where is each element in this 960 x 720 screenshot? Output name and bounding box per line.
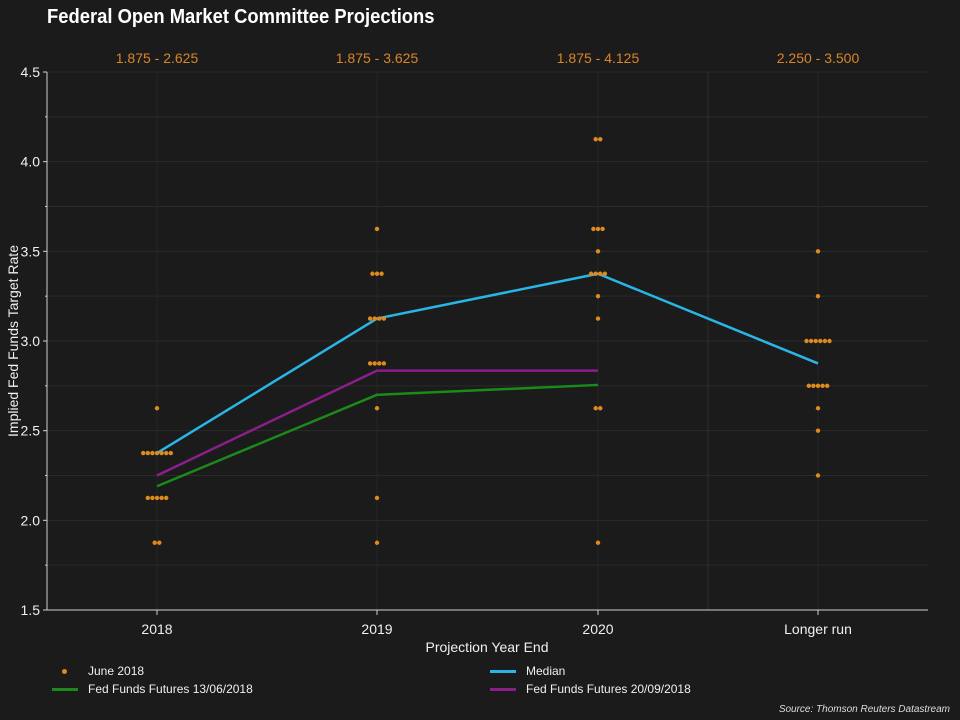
x-axis-label: Projection Year End xyxy=(426,639,549,655)
legend-label-ff1: Fed Funds Futures 13/06/2018 xyxy=(88,682,253,696)
source-note: Source: Thomson Reuters Datastream xyxy=(778,704,950,715)
legend-line-swatch xyxy=(490,688,516,692)
legend-line-swatch xyxy=(490,670,516,674)
y-tick-label: 1.5 xyxy=(21,602,41,618)
y-tick-label: 3.0 xyxy=(21,333,41,349)
dot-point xyxy=(815,473,821,478)
dot-point xyxy=(168,450,173,456)
dot-point xyxy=(602,271,608,276)
series-line-fed-funds-futures-13-06-2018 xyxy=(156,383,599,488)
legend-median: Median xyxy=(490,664,565,678)
dot-point xyxy=(820,383,825,389)
dot-point xyxy=(164,495,169,501)
dot-point xyxy=(150,450,155,456)
dot-point xyxy=(145,495,150,501)
dot-point xyxy=(813,338,818,344)
dot-point xyxy=(815,428,821,433)
range-label: 1.875 - 3.625 xyxy=(336,50,419,66)
dot-point xyxy=(374,495,380,501)
dot-point xyxy=(593,271,598,276)
dot-point xyxy=(150,495,155,501)
range-label: 1.875 - 2.625 xyxy=(116,50,199,66)
x-tick-label: 2018 xyxy=(141,621,172,637)
y-tick-label: 3.5 xyxy=(21,243,41,259)
dot-point xyxy=(815,406,821,411)
legend-dot-swatch xyxy=(62,669,67,675)
dot-point xyxy=(372,316,377,321)
dot-point xyxy=(804,338,809,344)
series-line-median xyxy=(156,272,819,455)
y-tick-label: 4.5 xyxy=(21,64,41,80)
legend-label-june: June 2018 xyxy=(88,664,145,678)
dot-point xyxy=(598,271,603,276)
dot-point xyxy=(808,338,814,344)
dot-point xyxy=(164,450,169,456)
dot-point xyxy=(818,338,823,344)
dot-point xyxy=(370,271,375,276)
legend-fed-funds-futures-2009: Fed Funds Futures 20/09/2018 xyxy=(490,682,691,696)
dot-point xyxy=(811,383,816,389)
dot-point xyxy=(381,316,387,321)
legend-label-median: Median xyxy=(526,664,566,678)
dot-point xyxy=(598,137,603,142)
dot-point xyxy=(595,316,601,321)
dot-point xyxy=(588,271,594,276)
legend-fed-funds-futures-1306: Fed Funds Futures 13/06/2018 xyxy=(52,682,253,696)
dot-point xyxy=(825,383,830,389)
y-tick-label: 4.0 xyxy=(21,154,41,170)
dot-point xyxy=(815,293,821,299)
x-tick-label: 2019 xyxy=(361,621,392,637)
y-tick-label: 2.5 xyxy=(21,423,41,439)
dot-point xyxy=(593,137,598,142)
dot-point xyxy=(152,540,157,545)
dot-point xyxy=(159,450,164,456)
dot-point xyxy=(381,361,387,366)
dot-point xyxy=(154,450,160,456)
dot-point xyxy=(367,316,373,321)
dot-point xyxy=(827,338,832,344)
series-line-fed-funds-futures-20-09-2018 xyxy=(156,369,598,477)
dot-point xyxy=(372,361,377,366)
dot-point xyxy=(595,293,601,299)
dot-point xyxy=(377,361,382,366)
dot-point xyxy=(593,406,598,411)
legend-line-swatch xyxy=(52,688,78,692)
dot-point xyxy=(374,226,380,232)
dot-point xyxy=(379,271,384,276)
dot-point xyxy=(154,406,160,411)
range-label: 1.875 - 4.125 xyxy=(557,50,640,66)
dot-point xyxy=(374,406,380,411)
dot-point xyxy=(159,495,164,501)
dot-point xyxy=(595,540,601,545)
dot-point xyxy=(598,406,603,411)
x-tick-label: 2020 xyxy=(582,621,613,637)
dot-point xyxy=(815,383,821,389)
y-tick-label: 2.0 xyxy=(21,512,41,528)
dot-point xyxy=(822,338,828,344)
dot-point xyxy=(377,316,382,321)
dot-point xyxy=(600,226,605,232)
dot-point xyxy=(595,249,601,254)
dot-point xyxy=(374,540,380,545)
dot-point xyxy=(374,271,380,276)
dot-point xyxy=(591,226,596,232)
dot-point xyxy=(141,450,146,456)
dot-point xyxy=(806,383,811,389)
dot-point xyxy=(367,361,373,366)
dot-point xyxy=(815,249,821,254)
x-tick-label: Longer run xyxy=(784,621,852,637)
chart-title: Federal Open Market Committee Projection… xyxy=(47,6,435,28)
y-axis-label: Implied Fed Funds Target Rate xyxy=(5,245,21,437)
range-label: 2.250 - 3.500 xyxy=(777,50,860,66)
legend-june-2018: June 2018 xyxy=(52,664,144,678)
dot-point xyxy=(157,540,162,545)
dot-point xyxy=(595,226,601,232)
dot-point xyxy=(145,450,150,456)
dot-point xyxy=(154,495,160,501)
legend-label-ff2: Fed Funds Futures 20/09/2018 xyxy=(526,682,691,696)
